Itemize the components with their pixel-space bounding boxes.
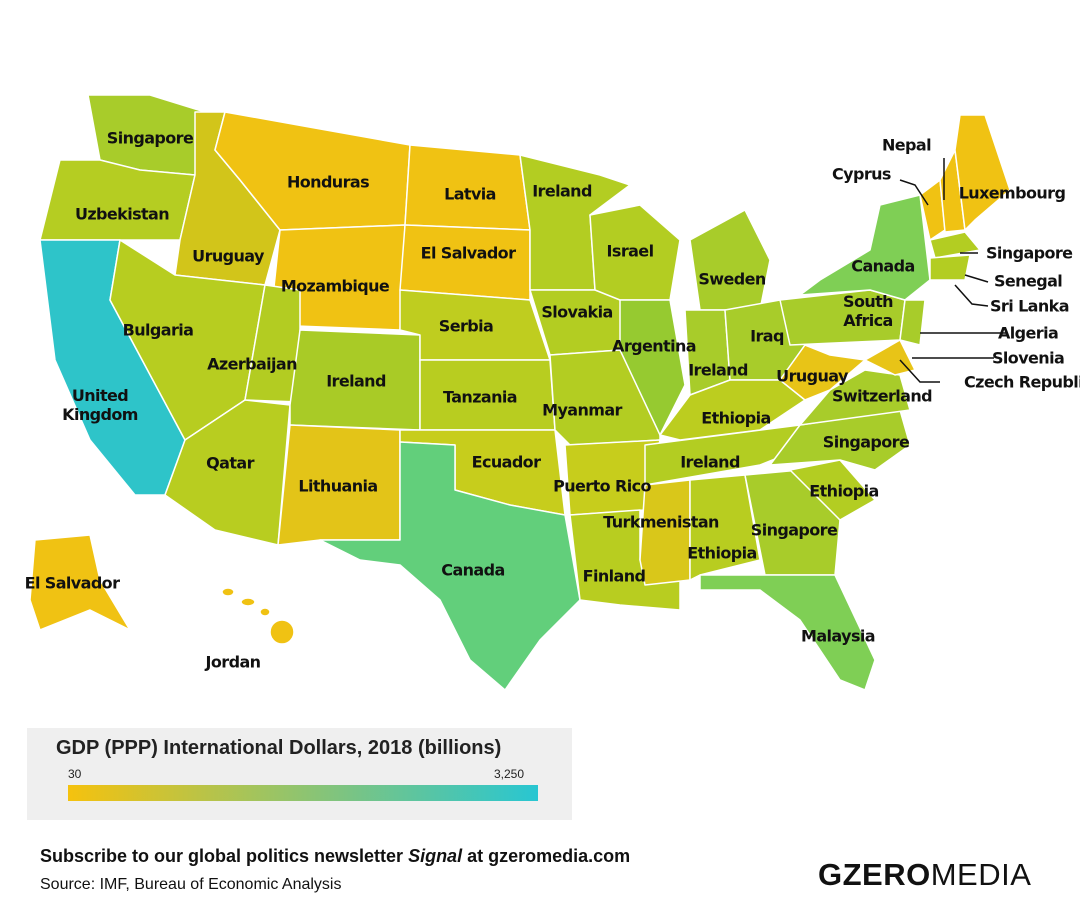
state-label: Uruguay (776, 366, 848, 386)
state-label: Senegal (994, 271, 1063, 291)
legend-title: GDP (PPP) International Dollars, 2018 (b… (56, 737, 502, 759)
state-label: Mozambique (280, 276, 390, 296)
state-label: Israel (606, 241, 655, 261)
state-label: El Salvador (24, 573, 120, 593)
legend-box (27, 728, 572, 820)
state-label: Latvia (444, 184, 496, 204)
state-label: Serbia (438, 316, 494, 336)
text: Subscribe to our global politics newslet… (40, 846, 409, 866)
state-label: Canada (441, 560, 505, 580)
state-label: Luxembourg (958, 183, 1066, 203)
legend-min: 30 (68, 767, 82, 781)
state-label: Switzerland (831, 386, 933, 406)
state-label: Ethiopia (809, 481, 879, 501)
state-label: Ireland (326, 371, 386, 391)
state-label: Tanzania (442, 387, 518, 407)
state-label: Ireland (532, 181, 592, 201)
state-label: Azerbaijan (207, 354, 297, 374)
state-label: Slovenia (992, 348, 1065, 368)
state-label: Uzbekistan (74, 204, 170, 224)
text: at gzeromedia.com (462, 846, 631, 866)
state-label: Canada (851, 256, 915, 276)
legend-max: 3,250 (494, 767, 525, 781)
state-label: Jordan (205, 652, 261, 672)
state-label: Ecuador (471, 452, 541, 472)
states (29, 94, 1011, 691)
state-label: Singapore (986, 243, 1073, 263)
state-label: Cyprus (832, 164, 891, 184)
state-label: Myanmar (542, 400, 622, 420)
state-label: United Kingdom (62, 386, 138, 424)
state-label: Ireland (688, 360, 748, 380)
state-label: Slovakia (541, 302, 613, 322)
logo-light: MEDIA (930, 857, 1032, 892)
state-label: Ireland (680, 452, 740, 472)
state-label: Czech Republic (964, 372, 1080, 392)
state-label: Sri Lanka (990, 296, 1069, 316)
state-label: Finland (582, 566, 646, 586)
leader-lines (899, 158, 1006, 383)
state-label: Singapore (750, 520, 838, 540)
state-label: Bulgaria (122, 320, 194, 340)
state-label: Uruguay (192, 246, 264, 266)
source: Source: IMF, Bureau of Economic Analysis (40, 876, 342, 893)
state-label: Sweden (698, 269, 766, 289)
legend-gradient (68, 785, 538, 801)
state-label: Iraq (750, 326, 784, 346)
state-label: Argentina (612, 336, 696, 356)
state-label: Nepal (882, 135, 932, 155)
logo: GZEROMEDIA (818, 857, 1031, 893)
state-label: Algeria (998, 323, 1059, 343)
newsletter-name: Signal (408, 846, 463, 866)
state-label: Malaysia (801, 626, 876, 646)
logo-bold: GZERO (818, 857, 931, 892)
state-label: Turkmenistan (603, 512, 719, 532)
state-label: Lithuania (298, 476, 378, 496)
state-label: Qatar (206, 453, 254, 473)
state-label: Singapore (822, 432, 910, 452)
state-label: Ethiopia (701, 408, 771, 428)
state-label: Singapore (106, 128, 194, 148)
state-label: Honduras (286, 172, 370, 192)
subscribe-line: Subscribe to our global politics newslet… (40, 846, 630, 867)
state-label: El Salvador (420, 243, 516, 263)
state-label: Ethiopia (687, 543, 757, 563)
state-label: Puerto Rico (553, 476, 651, 496)
state-label: South Africa (843, 292, 894, 330)
